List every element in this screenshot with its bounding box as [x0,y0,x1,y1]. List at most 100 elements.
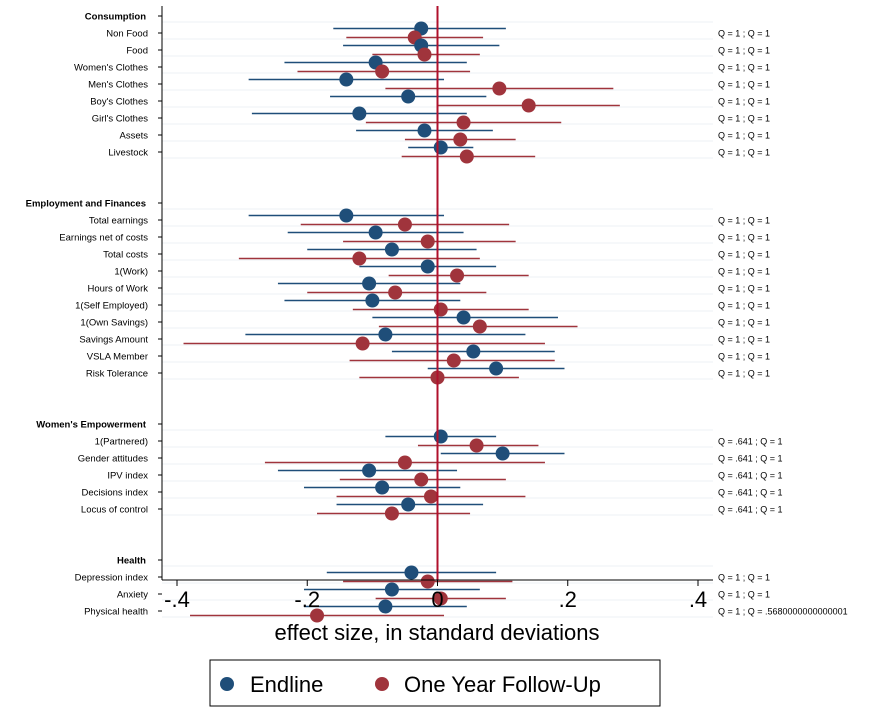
followup-point [521,98,536,113]
followup-point [453,132,468,147]
followup-point [459,149,474,164]
q-value-label: Q = .641 ; Q = 1 [718,471,783,481]
followup-point [472,319,487,334]
q-value-label: Q = .641 ; Q = 1 [718,488,783,498]
row-label: Gender attitudes [78,454,148,465]
q-value-label: Q = 1 ; Q = 1 [718,233,770,243]
row-label: Livestock [108,148,148,159]
row-label: 1(Work) [114,267,148,278]
endline-point [368,225,383,240]
endline-point [384,582,399,597]
q-value-label: Q = 1 ; Q = .5680000000000001 [718,607,848,617]
q-value-label: Q = 1 ; Q = 1 [718,63,770,73]
q-value-label: Q = 1 ; Q = 1 [718,590,770,600]
legend-followup-label: One Year Follow-Up [404,672,601,697]
row-label: 1(Own Savings) [80,318,148,329]
endline-point [466,344,481,359]
endline-point [384,242,399,257]
row-label: Total earnings [89,216,148,227]
followup-point [433,302,448,317]
endline-point [339,72,354,87]
endline-point [495,446,510,461]
row-label: Women's Clothes [74,63,148,74]
q-value-label: Q = 1 ; Q = 1 [718,114,770,124]
row-label: VSLA Member [87,352,148,363]
q-value-label: Q = 1 ; Q = 1 [718,80,770,90]
followup-point [420,574,435,589]
row-label: Physical health [84,607,148,618]
endline-point [401,497,416,512]
followup-point [397,217,412,232]
followup-point [375,64,390,79]
endline-point [365,293,380,308]
row-label: Anxiety [117,590,148,601]
endline-point [404,565,419,580]
q-value-label: Q = 1 ; Q = 1 [718,318,770,328]
row-label: Locus of control [81,505,148,516]
q-value-label: Q = 1 ; Q = 1 [718,29,770,39]
q-value-label: Q = 1 ; Q = 1 [718,284,770,294]
followup-point [355,336,370,351]
endline-point [433,140,448,155]
endline-point [489,361,504,376]
x-axis-title: effect size, in standard deviations [275,620,600,645]
followup-point [310,608,325,623]
followup-point [384,506,399,521]
followup-point [450,268,465,283]
followup-point [469,438,484,453]
endline-point [401,89,416,104]
followup-point [420,234,435,249]
followup-point [414,472,429,487]
q-value-label: Q = 1 ; Q = 1 [718,301,770,311]
endline-point [417,123,432,138]
endline-point [378,599,393,614]
row-label: IPV index [107,471,148,482]
q-value-label: Q = 1 ; Q = 1 [718,250,770,260]
followup-point [352,251,367,266]
endline-point [420,259,435,274]
legend-endline-label: Endline [250,672,323,697]
row-label: Food [126,46,148,57]
row-label: 1(Self Employed) [75,301,148,312]
followup-point [388,285,403,300]
q-value-label: Q = 1 ; Q = 1 [718,46,770,56]
endline-point [378,327,393,342]
q-value-label: Q = .641 ; Q = 1 [718,454,783,464]
q-value-label: Q = 1 ; Q = 1 [718,352,770,362]
q-value-label: Q = 1 ; Q = 1 [718,148,770,158]
q-value-label: Q = 1 ; Q = 1 [718,267,770,277]
followup-point [433,591,448,606]
legend-box [209,659,661,707]
endline-point [339,208,354,223]
q-value-label: Q = 1 ; Q = 1 [718,335,770,345]
q-value-label: Q = .641 ; Q = 1 [718,437,783,447]
q-value-label: Q = .641 ; Q = 1 [718,505,783,515]
x-tick-label: .4 [689,587,707,612]
q-value-label: Q = 1 ; Q = 1 [718,573,770,583]
row-label: Savings Amount [79,335,148,346]
endline-point [375,480,390,495]
row-label: Earnings net of costs [59,233,148,244]
q-value-label: Q = 1 ; Q = 1 [718,131,770,141]
section-label: Employment and Finances [26,199,146,210]
x-tick-label: .2 [559,587,577,612]
row-label: Total costs [103,250,148,261]
section-label: Consumption [85,12,146,23]
section-label: Health [117,556,146,567]
row-label: Girl's Clothes [92,114,148,125]
q-value-label: Q = 1 ; Q = 1 [718,97,770,107]
section-label: Women's Empowerment [36,420,147,431]
followup-point [397,455,412,470]
row-label: Non Food [106,29,148,40]
followup-point [446,353,461,368]
row-label: Boy's Clothes [90,97,148,108]
row-label: 1(Partnered) [95,437,148,448]
x-tick-label: -.4 [164,587,190,612]
legend-followup-marker [375,677,389,691]
legend-endline-marker [220,677,234,691]
q-value-label: Q = 1 ; Q = 1 [718,369,770,379]
row-label: Risk Tolerance [86,369,148,380]
endline-point [362,276,377,291]
endline-point [433,429,448,444]
